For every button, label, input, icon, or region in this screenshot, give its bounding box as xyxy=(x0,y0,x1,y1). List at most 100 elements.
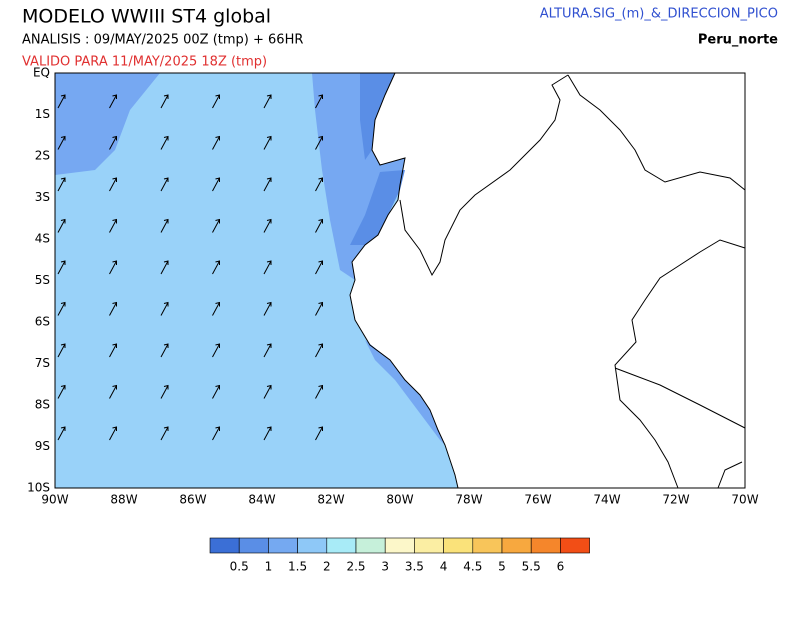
x-tick-label: 90W xyxy=(41,493,68,507)
arrow xyxy=(315,135,323,150)
border xyxy=(614,239,746,489)
y-tick-label: 3S xyxy=(35,190,50,204)
colorbar-box xyxy=(326,537,357,554)
colorbar-label: 5 xyxy=(498,560,506,574)
x-tick-label: 72W xyxy=(662,493,689,507)
arrow xyxy=(212,426,220,441)
x-tick-label: 86W xyxy=(179,493,206,507)
coastline xyxy=(349,72,459,489)
colorbar-box xyxy=(443,537,474,554)
colorbar-label: 1.5 xyxy=(288,560,307,574)
colorbar-box xyxy=(414,537,444,554)
border xyxy=(567,74,746,191)
colorbar-label: 4 xyxy=(440,560,448,574)
arrow xyxy=(109,177,117,192)
arrow xyxy=(160,426,169,441)
ocean-zone xyxy=(55,73,160,175)
colorbar-box xyxy=(238,537,269,554)
arrow xyxy=(263,218,272,233)
border xyxy=(399,74,569,277)
arrow xyxy=(263,177,272,192)
colorbar-label: 0.5 xyxy=(230,560,249,574)
colorbar-label: 6 xyxy=(557,560,565,574)
y-tick-label: 4S xyxy=(35,232,50,246)
y-tick-label: EQ xyxy=(33,66,50,80)
arrow xyxy=(315,177,323,192)
colorbar-label: 2 xyxy=(323,560,331,574)
arrow xyxy=(263,384,272,399)
border xyxy=(614,367,746,429)
arrow xyxy=(315,301,323,316)
colorbar-box xyxy=(355,537,386,554)
arrow xyxy=(315,426,323,441)
arrow xyxy=(109,384,117,399)
y-tick-label: 7S xyxy=(35,356,50,370)
arrow xyxy=(57,94,66,109)
arrow xyxy=(212,218,220,233)
x-tick-label: 88W xyxy=(110,493,137,507)
arrow xyxy=(212,260,220,275)
map-frame xyxy=(54,72,746,489)
colorbar-box xyxy=(384,537,415,554)
y-tick-label: 5S xyxy=(35,273,50,287)
border xyxy=(717,461,743,489)
colorbar-box xyxy=(209,537,240,554)
arrow xyxy=(160,260,169,275)
x-tick-label: 74W xyxy=(593,493,620,507)
colorbar-label: 5.5 xyxy=(522,560,541,574)
arrow xyxy=(57,301,66,316)
arrow xyxy=(212,94,220,109)
arrow xyxy=(160,384,169,399)
arrow xyxy=(263,343,272,358)
colorbar-label: 3.5 xyxy=(405,560,424,574)
arrow xyxy=(57,218,66,233)
arrow xyxy=(160,94,169,109)
ocean-zone xyxy=(350,170,405,245)
x-tick-label: 80W xyxy=(386,493,413,507)
title: MODELO WWIII ST4 global xyxy=(22,6,271,28)
ocean-zone xyxy=(312,73,405,280)
arrow xyxy=(57,260,66,275)
colorbar-label: 3 xyxy=(381,560,389,574)
ocean-zone xyxy=(365,340,445,445)
map xyxy=(54,72,746,489)
analysis: ANALISIS : 09/MAY/2025 00Z (tmp) + 66HR xyxy=(22,33,303,48)
arrow xyxy=(160,218,169,233)
ocean-zone xyxy=(360,73,395,160)
colorbar-box xyxy=(560,537,590,554)
arrow xyxy=(57,343,66,358)
arrow xyxy=(109,260,117,275)
y-tick-label: 10S xyxy=(27,481,50,495)
arrow xyxy=(160,135,169,150)
arrow xyxy=(263,426,272,441)
arrow xyxy=(109,301,117,316)
y-tick-label: 8S xyxy=(35,398,50,412)
arrow xyxy=(315,94,323,109)
x-tick-label: 78W xyxy=(455,493,482,507)
wave-direction xyxy=(57,94,323,441)
colorbar-box xyxy=(472,537,503,554)
colorbar-box xyxy=(297,537,328,554)
arrow xyxy=(315,384,323,399)
colorbar: 0.5 1 1.5 2 2.5 3 3.5 4 4.5 5 5.5 6 xyxy=(209,537,590,574)
arrow xyxy=(263,301,272,316)
arrow xyxy=(315,218,323,233)
arrow xyxy=(109,94,117,109)
y-tick-label: 1S xyxy=(35,107,50,121)
y-tick-label: 2S xyxy=(35,149,50,163)
arrow xyxy=(160,301,169,316)
x-tick-label: 76W xyxy=(524,493,551,507)
arrow xyxy=(315,343,323,358)
arrow xyxy=(57,177,66,192)
x-tick-label: 82W xyxy=(317,493,344,507)
y-tick-label: 9S xyxy=(35,439,50,453)
colorbar-box xyxy=(501,537,532,554)
arrow xyxy=(57,135,66,150)
arrow xyxy=(109,218,117,233)
colorbar-box xyxy=(268,537,298,554)
x-tick-label: 84W xyxy=(248,493,275,507)
x-tick-label: 70W xyxy=(731,493,758,507)
colorbar-label: 1 xyxy=(265,560,273,574)
arrow xyxy=(109,426,117,441)
colorbar-label: 2.5 xyxy=(346,560,365,574)
